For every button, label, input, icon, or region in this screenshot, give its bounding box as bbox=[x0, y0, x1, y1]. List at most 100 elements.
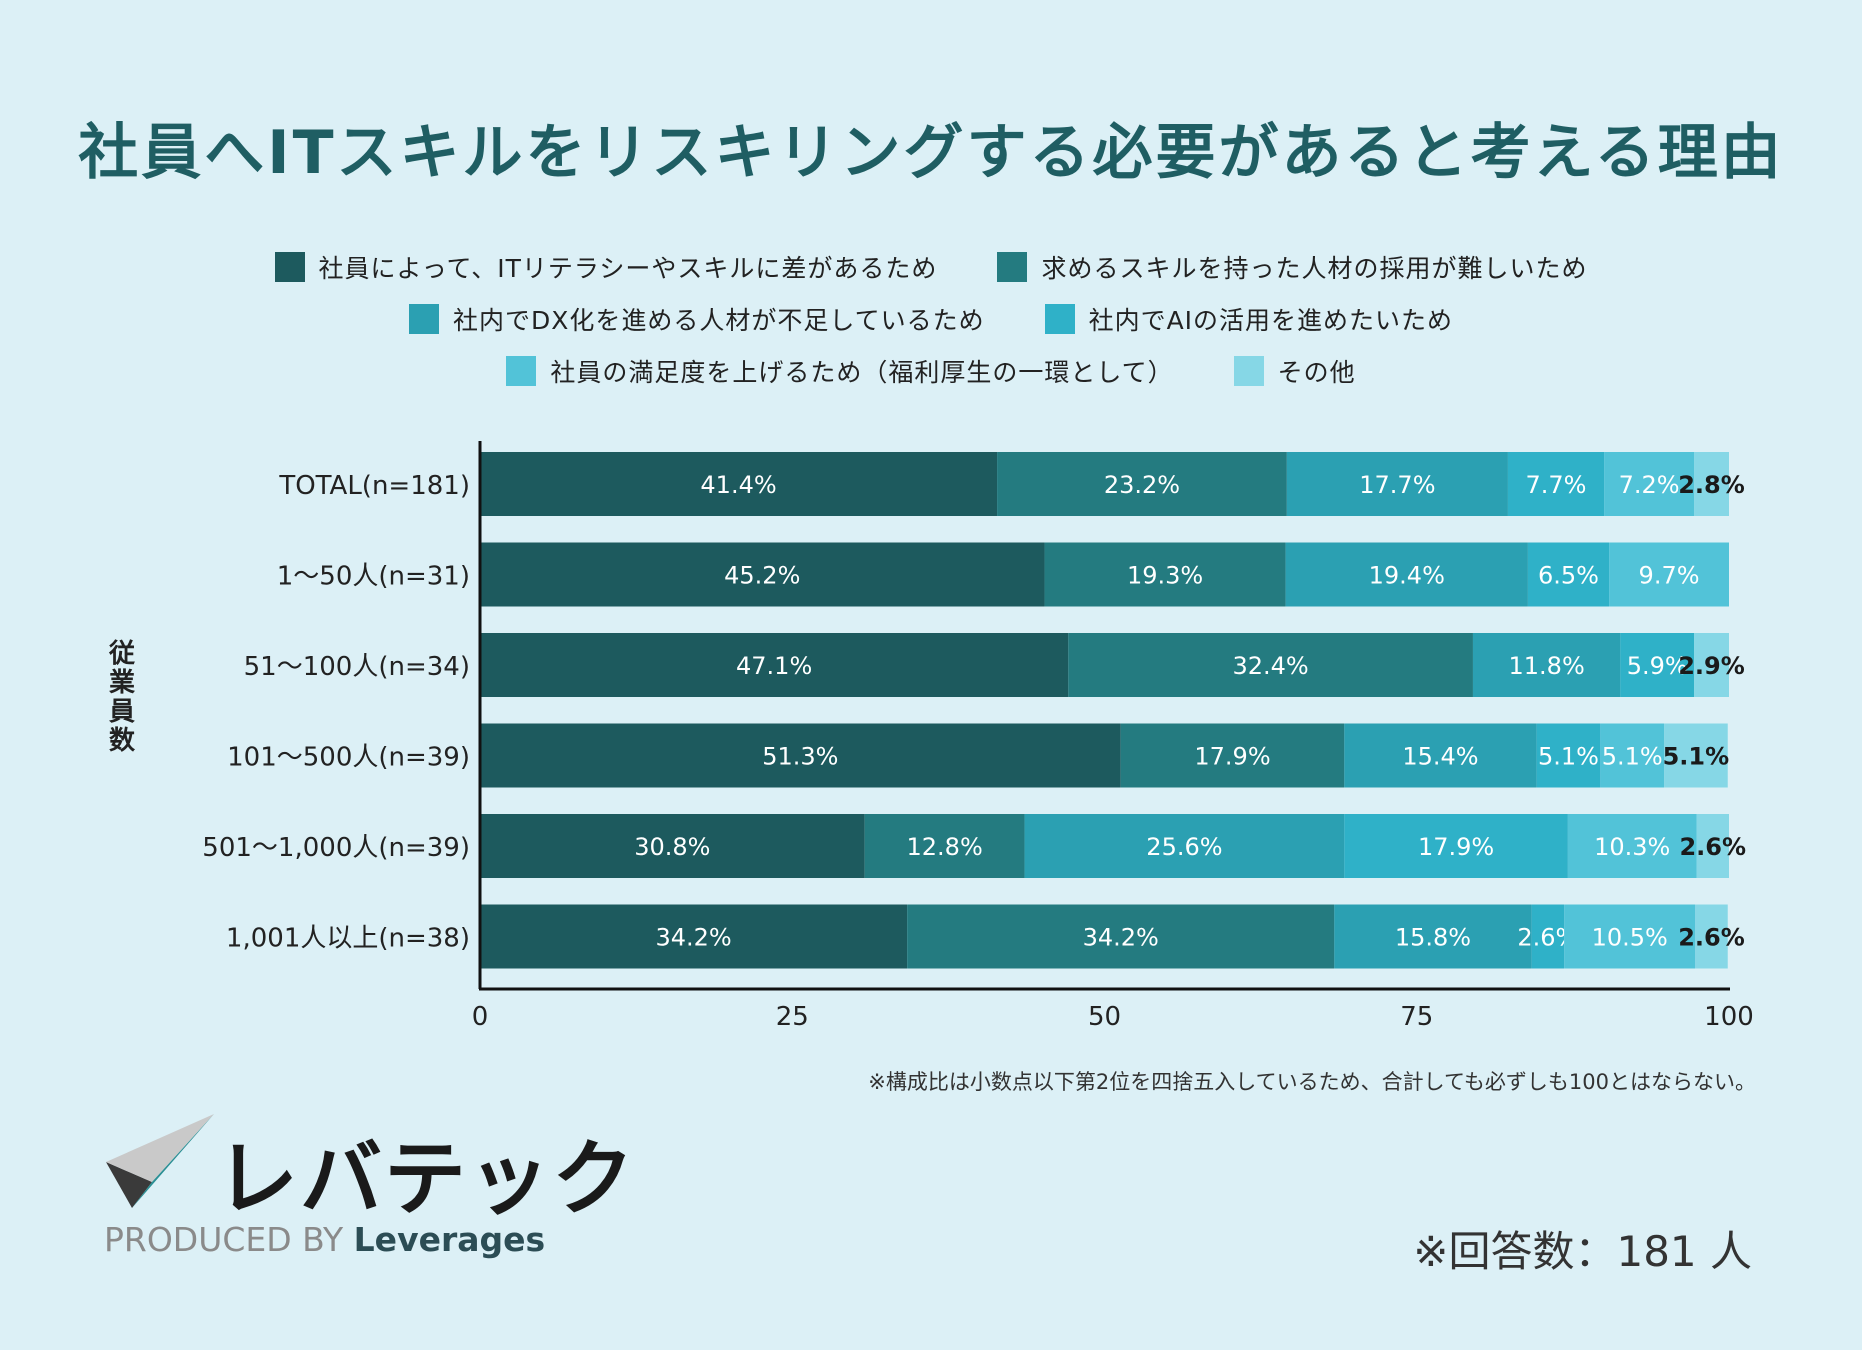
data-label: 10.3% bbox=[1594, 833, 1670, 861]
data-label: 23.2% bbox=[1104, 471, 1180, 499]
data-label: 5.1% bbox=[1538, 743, 1599, 771]
legend-item-1: 社員によって、ITリテラシーやスキルに差があるため bbox=[274, 249, 938, 285]
bar-segment bbox=[1564, 904, 1696, 969]
data-label: 41.4% bbox=[700, 471, 776, 499]
data-label: 25.6% bbox=[1146, 833, 1222, 861]
category-label: 101〜500人(n=39) bbox=[227, 743, 470, 773]
bar-segment bbox=[1600, 723, 1665, 788]
bar-segment bbox=[1696, 814, 1729, 878]
data-label: 5.1% bbox=[1602, 743, 1663, 771]
x-tick-label: 75 bbox=[1400, 1002, 1433, 1032]
data-label: 34.2% bbox=[655, 924, 731, 952]
logo-wordmark: レバテック bbox=[216, 1132, 637, 1227]
legend-swatch-1 bbox=[274, 252, 305, 282]
legend-label-3: 社内でDX化を進める人材が不足しているため bbox=[452, 306, 985, 335]
legend-item-2: 求めるスキルを持った人材の採用が難しいため bbox=[997, 249, 1587, 285]
bar-segment bbox=[864, 814, 1025, 878]
data-label: 17.9% bbox=[1194, 743, 1270, 771]
category-label: 51〜100人(n=34) bbox=[244, 652, 470, 682]
data-label: 34.2% bbox=[1083, 924, 1159, 952]
legend-label-5: 社員の満足度を上げるため（福利厚生の一環として） bbox=[550, 358, 1174, 387]
bar-segment bbox=[1286, 452, 1508, 516]
legend-label-4: 社内でAIの活用を進めたいため bbox=[1088, 306, 1454, 335]
legend-label-1: 社員によって、ITリテラシーやスキルに差があるため bbox=[318, 254, 938, 283]
x-tick-label: 50 bbox=[1088, 1002, 1121, 1032]
legend-row-1: 社員によって、ITリテラシーやスキルに差があるため 求めるスキルを持った人材の採… bbox=[0, 249, 1862, 285]
data-label: 17.7% bbox=[1359, 471, 1435, 499]
legend-item-5: 社員の満足度を上げるため（福利厚生の一環として） bbox=[506, 353, 1173, 389]
chart-title: 社員へITスキルをリスキリングする必要があると考える理由 bbox=[78, 118, 1784, 188]
bar-segment bbox=[1604, 452, 1695, 516]
bar-segment bbox=[1024, 814, 1345, 878]
category-label: TOTAL(n=181) bbox=[278, 471, 470, 501]
bar-segment bbox=[1695, 904, 1728, 969]
legend-label-2: 求めるスキルを持った人材の採用が難しいため bbox=[1041, 254, 1588, 283]
data-label: 47.1% bbox=[736, 652, 812, 680]
bar-segment bbox=[1527, 542, 1610, 607]
brand-logo: レバテック bbox=[104, 1110, 634, 1227]
legend-row-3: 社員の満足度を上げるため（福利厚生の一環として） その他 bbox=[0, 353, 1862, 389]
bar-segment bbox=[480, 542, 1045, 607]
produced-by: PRODUCED BY Leverages bbox=[104, 1220, 545, 1259]
bar-segment bbox=[997, 452, 1287, 516]
data-label: 15.4% bbox=[1402, 743, 1478, 771]
data-label: 5.1% bbox=[1663, 743, 1730, 771]
bar-segment bbox=[480, 814, 865, 878]
x-tick-label: 100 bbox=[1704, 1002, 1754, 1032]
legend-label-6: その他 bbox=[1277, 358, 1356, 387]
bar-segment bbox=[1344, 723, 1537, 788]
bar-segment bbox=[1472, 633, 1621, 697]
legend-swatch-2 bbox=[997, 252, 1028, 282]
category-label: 1〜50人(n=31) bbox=[277, 562, 470, 592]
legend-swatch-4 bbox=[1044, 304, 1075, 334]
bar-segment bbox=[1664, 723, 1728, 788]
category-label: 501〜1,000人(n=39) bbox=[202, 833, 470, 863]
bar-segment bbox=[1609, 542, 1729, 607]
legend-item-3: 社内でDX化を進める人材が不足しているため bbox=[408, 301, 985, 337]
bar-segment bbox=[1344, 814, 1568, 878]
x-tick-label: 0 bbox=[472, 1002, 489, 1032]
data-label: 45.2% bbox=[724, 562, 800, 590]
bar-segment bbox=[1694, 633, 1729, 697]
legend-item-4: 社内でAIの活用を進めたいため bbox=[1044, 301, 1454, 337]
category-label: 1,001人以上(n=38) bbox=[226, 924, 470, 954]
data-label: 10.5% bbox=[1592, 924, 1668, 952]
data-label: 32.4% bbox=[1232, 652, 1308, 680]
bar-segment bbox=[1567, 814, 1697, 878]
bar-segment bbox=[1068, 633, 1473, 697]
respondent-count: ※回答数：181 人 bbox=[1413, 1227, 1752, 1276]
legend-row-2: 社内でDX化を進める人材が不足しているため 社内でAIの活用を進めたいため bbox=[0, 301, 1862, 337]
legend-swatch-3 bbox=[408, 304, 439, 334]
data-label: 2.6% bbox=[1678, 924, 1745, 952]
bar-segment bbox=[907, 904, 1335, 969]
bar-segment bbox=[1285, 542, 1528, 607]
data-label: 30.8% bbox=[634, 833, 710, 861]
bar-segment bbox=[480, 904, 908, 969]
y-axis-title: 従業員数 bbox=[108, 639, 135, 756]
data-label: 2.8% bbox=[1678, 471, 1745, 499]
bar-segment bbox=[480, 452, 998, 516]
data-label: 11.8% bbox=[1509, 652, 1585, 680]
bar-segment bbox=[1120, 723, 1345, 788]
data-label: 9.7% bbox=[1639, 562, 1700, 590]
data-label: 12.8% bbox=[907, 833, 983, 861]
data-label: 19.4% bbox=[1369, 562, 1445, 590]
data-label: 17.9% bbox=[1418, 833, 1494, 861]
data-label: 6.5% bbox=[1538, 562, 1599, 590]
bar-segment bbox=[480, 633, 1069, 697]
legend-swatch-6 bbox=[1233, 356, 1264, 386]
data-label: 2.6% bbox=[1679, 833, 1746, 861]
data-label: 7.2% bbox=[1619, 471, 1680, 499]
data-label: 7.7% bbox=[1526, 471, 1587, 499]
bar-segment bbox=[1044, 542, 1286, 607]
data-label: 19.3% bbox=[1127, 562, 1203, 590]
data-label: 2.9% bbox=[1678, 652, 1745, 680]
logo-mark-icon bbox=[106, 1114, 214, 1208]
data-label: 5.9% bbox=[1627, 652, 1688, 680]
footnote: ※構成比は小数点以下第2位を四捨五入しているため、合計しても必ずしも100とはな… bbox=[868, 1070, 1756, 1094]
data-label: 15.8% bbox=[1395, 924, 1471, 952]
bar-segment bbox=[480, 723, 1121, 788]
legend-item-6: その他 bbox=[1233, 353, 1356, 389]
bar-segment bbox=[1536, 723, 1601, 788]
